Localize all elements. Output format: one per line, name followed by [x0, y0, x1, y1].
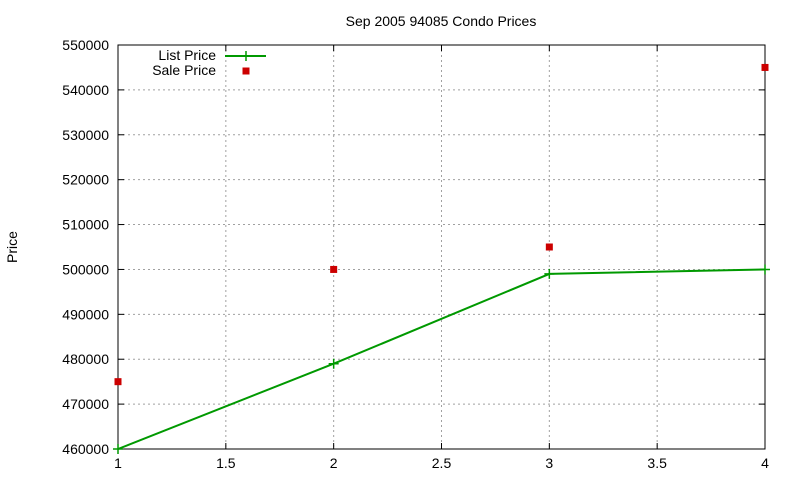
y-tick-label: 500000 — [62, 261, 109, 277]
data-point-list-price — [544, 268, 555, 279]
y-tick-label: 480000 — [62, 351, 109, 367]
y-tick-label: 540000 — [62, 82, 109, 98]
y-axis-label: Price — [4, 231, 20, 263]
data-point-sale-price — [114, 378, 122, 386]
data-point-list-price — [328, 358, 339, 369]
y-tick-label: 470000 — [62, 396, 109, 412]
x-tick-label: 1.5 — [216, 455, 236, 471]
data-point-sale-price — [761, 63, 769, 71]
data-point-list-price — [760, 264, 770, 275]
x-tick-label: 3.5 — [647, 455, 667, 471]
grid — [118, 45, 765, 449]
data-point-sale-price — [330, 265, 338, 273]
y-tick-labels: 460000 470000 480000 490000 500000 510000 5200… — [62, 37, 109, 457]
x-tick-label: 4 — [761, 455, 769, 471]
data-point-list-price — [113, 444, 123, 454]
legend-marker-sale-price — [242, 67, 250, 75]
y-tick-label: 510000 — [62, 217, 109, 233]
legend-label-list-price: List Price — [158, 47, 216, 63]
chart-title: Sep 2005 94085 Condo Prices — [346, 13, 537, 29]
y-tick-label: 530000 — [62, 127, 109, 143]
series-line-list-price — [117, 268, 766, 450]
y-tick-label: 550000 — [62, 37, 109, 53]
y-tick-label: 490000 — [62, 306, 109, 322]
data-point-sale-price — [545, 243, 553, 251]
x-tick-labels: 1 1.5 2 2.5 3 3.5 4 — [114, 455, 769, 471]
x-tick-label: 2.5 — [432, 455, 452, 471]
legend-label-sale-price: Sale Price — [152, 62, 216, 78]
y-tick-label: 520000 — [62, 172, 109, 188]
y-tick-label: 460000 — [62, 441, 109, 457]
legend: List Price Sale Price — [152, 47, 266, 78]
series-layer — [113, 63, 770, 454]
x-tick-label: 1 — [114, 455, 122, 471]
legend-marker-list-price — [241, 51, 251, 61]
x-tick-label: 3 — [545, 455, 553, 471]
x-tick-label: 2 — [330, 455, 338, 471]
